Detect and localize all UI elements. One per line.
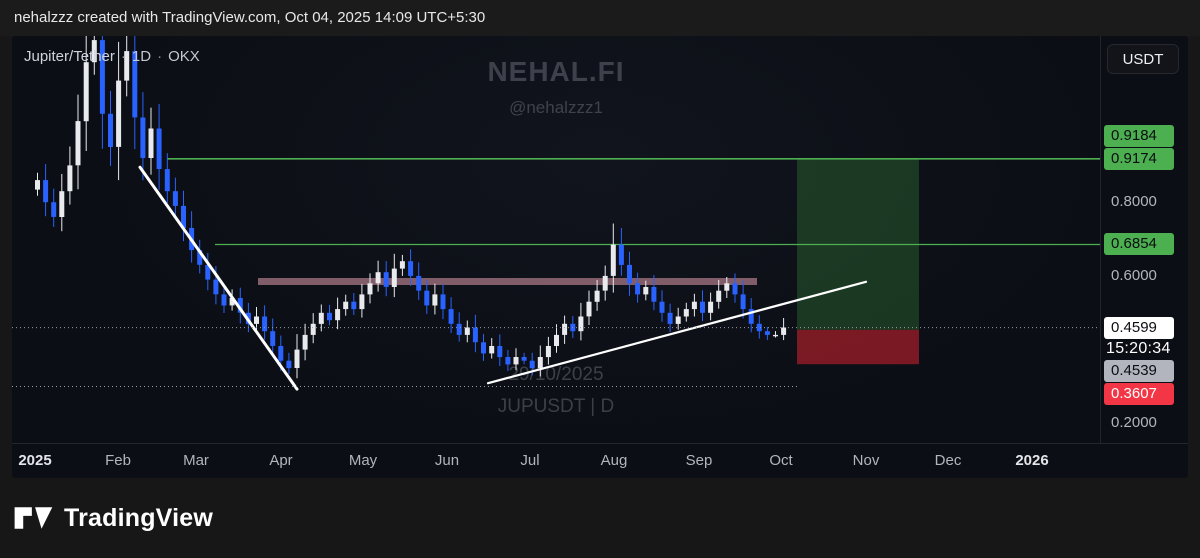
candlestick-chart[interactable] — [12, 36, 1100, 444]
time-axis-label: Feb — [105, 452, 131, 469]
time-axis-label: May — [348, 452, 378, 469]
tradingview-wordmark[interactable]: TradingView — [64, 503, 214, 532]
time-axis-label: 2026 — [1015, 452, 1049, 469]
time-axis[interactable]: 2025 Feb Mar Apr May Jun Jul Aug Sep Oct Nov Dec 202… — [12, 443, 1188, 478]
time-axis-label: 2025 — [18, 452, 52, 469]
attribution-text: nehalzzz created with TradingView.com, O… — [14, 9, 486, 26]
target-level-badge: 0.9174 — [1104, 148, 1174, 170]
candle-countdown: 15:20:34 — [1106, 340, 1171, 357]
time-axis-label: Mar — [183, 452, 209, 469]
resistance-level-badge: 0.6854 — [1104, 233, 1174, 255]
time-axis-label: Sep — [685, 452, 713, 469]
footer-bar: TradingView — [0, 478, 1200, 558]
tradingview-logo-icon[interactable] — [14, 504, 54, 532]
chart-card: NEHAL.FI @nehalzzz1 29/10/2025 JUPUSDT |… — [12, 36, 1188, 478]
chart-pane[interactable]: NEHAL.FI @nehalzzz1 29/10/2025 JUPUSDT |… — [12, 36, 1100, 444]
alert-level-badge: 0.9184 — [1104, 125, 1174, 147]
time-axis-label: Apr — [269, 452, 293, 469]
time-axis-label: Jul — [520, 452, 540, 469]
time-axis-label: Jun — [434, 452, 460, 469]
price-scale-label: 0.8000 — [1111, 193, 1157, 210]
entry-price-badge: 0.4539 — [1104, 360, 1174, 382]
time-axis-label: Dec — [934, 452, 962, 469]
price-scale-label: 0.2000 — [1111, 414, 1157, 431]
currency-toggle-button[interactable]: USDT — [1107, 44, 1179, 74]
current-price-badge: 0.4599 — [1104, 317, 1174, 339]
time-axis-label: Aug — [600, 452, 628, 469]
time-axis-label: Oct — [769, 452, 793, 469]
price-axis[interactable]: 0.8000 0.6000 0.2000 0.9184 0.9174 0.6854 0.45… — [1100, 36, 1188, 444]
stop-price-badge: 0.3607 — [1104, 383, 1174, 405]
time-axis-label: Nov — [852, 452, 880, 469]
attribution-bar: nehalzzz created with TradingView.com, O… — [0, 0, 1200, 36]
price-scale-label: 0.6000 — [1111, 267, 1157, 284]
